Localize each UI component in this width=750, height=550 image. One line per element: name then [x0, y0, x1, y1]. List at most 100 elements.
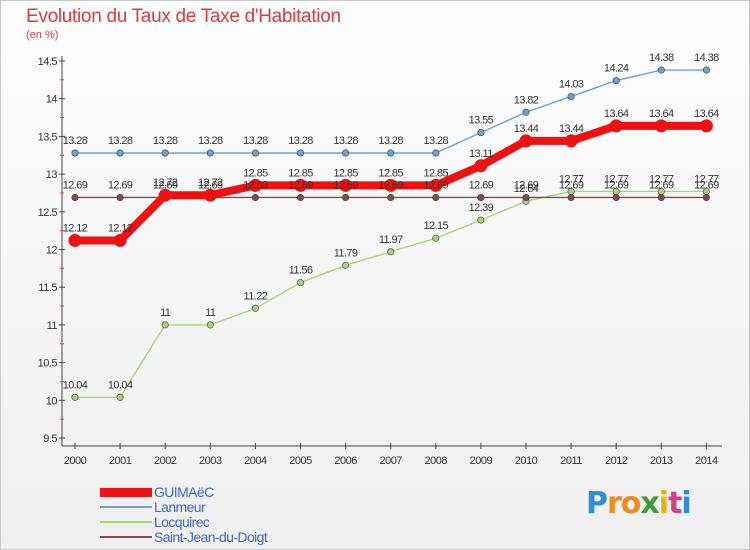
y-tick-label: 10.5 — [38, 358, 58, 370]
data-label: 11 — [205, 307, 216, 319]
y-tick-label: 12.5 — [38, 207, 58, 219]
data-label: 12.69 — [604, 179, 629, 191]
data-label: 13.28 — [243, 135, 268, 147]
data-point — [113, 233, 127, 247]
data-point — [294, 178, 307, 192]
data-point — [654, 119, 668, 133]
logo-letter: i — [658, 486, 669, 521]
data-label: 10.04 — [108, 379, 133, 391]
y-tick-label: 11 — [47, 320, 58, 332]
logo-letter: o — [620, 486, 642, 521]
data-label: 13.28 — [288, 135, 313, 147]
data-point — [477, 193, 485, 201]
data-point — [251, 304, 259, 312]
data-point — [203, 188, 217, 202]
data-point — [519, 134, 533, 148]
x-tick-label: 2013 — [650, 455, 673, 467]
data-label: 11.97 — [379, 234, 403, 246]
data-label: 13.28 — [153, 135, 178, 147]
x-tick-label: 2000 — [64, 455, 87, 467]
data-label: 11 — [160, 307, 171, 319]
data-point — [342, 261, 350, 269]
x-tick-label: 2004 — [244, 455, 267, 467]
data-point — [432, 234, 440, 242]
data-point — [432, 193, 440, 201]
data-label: 12.12 — [108, 222, 133, 234]
legend-item: Locquirec — [100, 514, 340, 530]
x-tick-label: 2008 — [425, 455, 448, 467]
data-label: 12.77 — [649, 173, 674, 185]
data-label: 12.69 — [108, 179, 133, 191]
data-point — [702, 66, 710, 74]
x-tick-label: 2005 — [289, 455, 312, 467]
data-label: 13.64 — [694, 108, 719, 120]
y-tick-label: 10 — [46, 395, 58, 407]
x-tick-label: 2001 — [109, 455, 132, 467]
data-label: 12.72 — [153, 177, 178, 189]
proxiti-logo: Proxiti — [586, 486, 692, 521]
data-label: 12.69 — [424, 179, 449, 191]
data-label: 12.69 — [469, 179, 494, 191]
data-point — [296, 279, 304, 287]
data-label: 13.28 — [63, 135, 88, 147]
data-label: 11.56 — [289, 265, 313, 277]
data-point — [567, 92, 575, 100]
data-label: 12.85 — [288, 167, 313, 179]
data-point — [429, 178, 443, 192]
data-label: 11.79 — [334, 247, 358, 259]
data-label: 12.69 — [694, 179, 719, 191]
data-point — [477, 129, 485, 137]
chart-title: Evolution du Taux de Taxe d'Habitation — [26, 6, 341, 27]
data-point — [206, 321, 214, 329]
data-point — [567, 193, 575, 201]
data-point — [248, 178, 262, 192]
logo-letter: i — [681, 486, 691, 521]
x-tick-label: 2012 — [605, 455, 628, 467]
x-tick-label: 2003 — [199, 455, 222, 467]
data-label: 13.28 — [424, 135, 449, 147]
x-tick-label: 2002 — [154, 455, 177, 467]
x-tick-label: 2010 — [515, 455, 538, 467]
data-label: 12.69 — [63, 179, 88, 191]
data-point — [296, 193, 304, 201]
chart-axes: 9.5 10 10.5 11 11.5 12 12.5 13 13.5 14 14.5 2000 200… — [38, 56, 722, 467]
data-point — [522, 193, 530, 201]
data-point — [477, 216, 485, 224]
data-point — [116, 393, 124, 401]
data-label: 12.69 — [378, 179, 403, 191]
data-label: 10.04 — [63, 379, 88, 391]
data-label: 12.85 — [424, 167, 449, 179]
legend-label: GUIMAëC — [154, 484, 214, 500]
data-label: 13.28 — [333, 135, 358, 147]
y-tick-label: 9.5 — [43, 433, 57, 445]
data-point — [699, 119, 713, 133]
legend-item: GUIMAëC — [100, 484, 340, 500]
y-tick-label: 14 — [46, 94, 58, 106]
logo-letter: r — [607, 486, 622, 521]
data-point — [609, 119, 623, 133]
data-point — [612, 77, 620, 85]
data-point — [116, 193, 124, 201]
legend-label: Saint-Jean-du-Doigt — [154, 529, 268, 545]
x-tick-label: 2011 — [560, 455, 582, 467]
data-label: 12.69 — [288, 179, 313, 191]
data-label: 12.69 — [243, 179, 268, 191]
data-point — [339, 178, 353, 192]
data-label: 13.11 — [469, 148, 493, 160]
data-point — [387, 193, 395, 201]
data-point — [68, 233, 82, 247]
data-label: 12.72 — [198, 177, 223, 189]
data-point — [702, 193, 710, 201]
data-label: 13.82 — [514, 94, 539, 106]
data-label: 14.24 — [604, 63, 629, 75]
data-point — [657, 66, 665, 74]
data-label: 12.15 — [424, 220, 449, 232]
legend-swatch — [100, 536, 152, 538]
data-label: 13.28 — [198, 135, 223, 147]
data-point — [387, 248, 395, 256]
data-label: 12.77 — [559, 173, 584, 185]
data-point — [251, 193, 259, 201]
legend-label: Locquirec — [154, 514, 210, 530]
logo-letter: t — [668, 486, 682, 521]
